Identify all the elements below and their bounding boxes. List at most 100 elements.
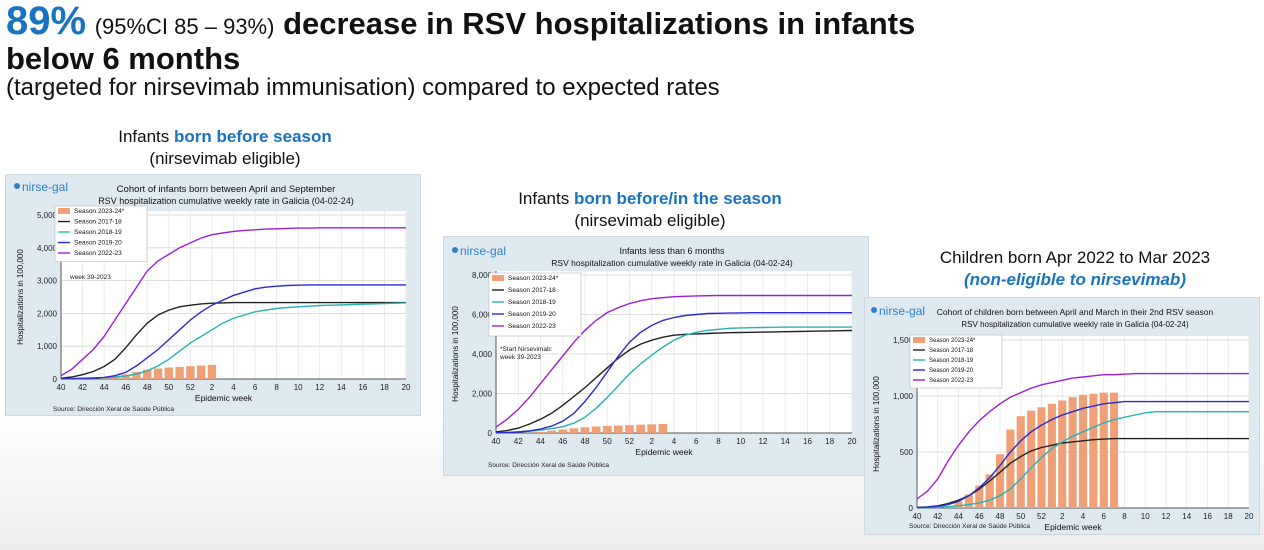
caption-2-pre: Infants — [518, 189, 574, 208]
chart-panel-1: nirse-gal Cohort of infants born between … — [5, 174, 421, 416]
x-tick-label: 46 — [975, 512, 984, 521]
y-tick-label: 500 — [900, 448, 914, 457]
line-season-2022-23 — [916, 372, 1249, 500]
nirse-gal-logo: nirse-gal — [871, 304, 925, 318]
legend-label: Season 2019-20 — [74, 240, 122, 247]
bar-season-2023-24 — [1016, 416, 1025, 508]
x-tick-label: 44 — [954, 512, 963, 521]
x-tick-label: 2 — [650, 437, 655, 446]
caption-chart-1: Infants born before season (nirsevimab e… — [60, 126, 390, 170]
legend-label: Season 2018-19 — [508, 299, 556, 306]
y-tick-label: 2,000 — [37, 309, 58, 318]
x-tick-label: 46 — [121, 383, 130, 392]
bar-season-2023-24 — [186, 366, 195, 379]
x-tick-label: 10 — [736, 437, 745, 446]
x-tick-label: 40 — [492, 437, 501, 446]
legend-label: Season 2022-23 — [74, 250, 122, 257]
bar-season-2023-24 — [995, 454, 1005, 508]
y-tick-label: 1,000 — [893, 392, 914, 401]
bar-season-2023-24 — [1078, 394, 1088, 508]
x-tick-label: 16 — [803, 437, 812, 446]
x-tick-label: 6 — [1102, 512, 1107, 521]
y-tick-label: 0 — [909, 504, 914, 513]
bar-season-2023-24 — [1089, 393, 1098, 508]
x-axis-label: Epidemic week — [195, 393, 253, 403]
chart-title: Cohort of children born between April an… — [937, 307, 1214, 317]
bar-season-2023-24 — [591, 426, 601, 433]
annotation-text: week 39-2023 — [499, 354, 541, 361]
bar-season-2023-24 — [1058, 400, 1067, 508]
x-tick-label: 2 — [210, 383, 215, 392]
bar-season-2023-24 — [658, 423, 668, 433]
legend-swatch — [492, 275, 504, 281]
headline-text: decrease in RSV hospitalizations in infa… — [283, 6, 916, 41]
y-tick-label: 8,000 — [472, 271, 493, 280]
line-season-2017-18 — [495, 329, 853, 433]
x-tick-label: 8 — [274, 383, 279, 392]
x-tick-label: 52 — [625, 437, 634, 446]
x-tick-label: 20 — [848, 437, 857, 446]
line-season-2019-20 — [495, 311, 852, 434]
x-tick-label: 4 — [231, 383, 236, 392]
bar-season-2023-24 — [964, 494, 973, 508]
x-tick-label: 16 — [358, 383, 367, 392]
x-tick-label: 46 — [558, 437, 567, 446]
line-season-2017-18 — [60, 301, 406, 379]
x-tick-label: 40 — [913, 512, 922, 521]
x-axis-label: Epidemic week — [1044, 522, 1102, 532]
bar-season-2023-24 — [569, 428, 579, 433]
y-tick-label: 4,000 — [37, 244, 58, 253]
x-tick-label: 18 — [825, 437, 834, 446]
line-season-2019-20 — [916, 400, 1249, 509]
x-tick-label: 50 — [164, 383, 173, 392]
headline-ci: (95%CI 85 – 93%) — [94, 14, 275, 39]
bar-season-2023-24 — [647, 424, 657, 433]
legend-box — [54, 205, 148, 262]
logo-text: nirse-gal — [879, 304, 925, 318]
bar-season-2023-24 — [636, 424, 645, 433]
bar-season-2023-24 — [1099, 392, 1108, 508]
x-tick-label: 50 — [1016, 512, 1025, 521]
bar-season-2023-24 — [547, 430, 556, 433]
legend-swatch — [913, 337, 925, 343]
chart-subtitle: RSV hospitalization cumulative weekly ra… — [961, 320, 1189, 329]
line-season-2018-19 — [60, 302, 407, 380]
x-tick-label: 18 — [1224, 512, 1233, 521]
y-tick-label: 6,000 — [472, 311, 493, 320]
bar-season-2023-24 — [1047, 403, 1056, 508]
bar-season-2023-24 — [175, 366, 184, 379]
chart-subtitle: RSV hospitalization cumulative weekly ra… — [551, 258, 793, 268]
x-tick-label: 52 — [1037, 512, 1046, 521]
bar-season-2023-24 — [625, 425, 634, 433]
bar-season-2023-24 — [1110, 392, 1119, 508]
source-text: Source: Dirección Xeral de Saúde Pública — [488, 462, 609, 469]
logo-text: nirse-gal — [22, 180, 68, 194]
legend-label: Season 2022-23 — [508, 323, 556, 330]
x-tick-label: 6 — [694, 437, 699, 446]
headline-line-2: below 6 months — [6, 41, 241, 76]
bar-season-2023-24 — [536, 431, 545, 433]
headline-line-1: 89% (95%CI 85 – 93%) decrease in RSV hos… — [6, 1, 1256, 44]
bar-season-2023-24 — [602, 425, 612, 433]
y-tick-label: 4,000 — [472, 350, 493, 359]
x-tick-label: 50 — [603, 437, 612, 446]
y-tick-label: 3,000 — [37, 277, 58, 286]
bar-season-2023-24 — [1068, 397, 1077, 508]
bar-season-2023-24 — [164, 367, 174, 379]
x-tick-label: 12 — [1162, 512, 1171, 521]
caption-3-line2: (non-eligible to nirsevimab) — [964, 270, 1186, 289]
line-season-2022-23 — [495, 294, 852, 428]
bar-season-2023-24 — [558, 429, 568, 433]
x-tick-label: 12 — [315, 383, 324, 392]
chart-3: nirse-gal Cohort of children born between… — [871, 304, 1254, 532]
bar-season-2023-24 — [954, 501, 963, 508]
headline-line-3: (targeted for nirsevimab immunisation) c… — [6, 74, 720, 101]
chart-title: Infants less than 6 months — [619, 246, 725, 256]
legend-label: Season 2023-24* — [74, 208, 125, 215]
x-tick-label: 18 — [380, 383, 389, 392]
bar-season-2023-24 — [985, 474, 994, 508]
legend-label: Season 2022-23 — [929, 378, 974, 384]
y-axis-label: Hospitalizations in 100,000 — [872, 376, 881, 472]
x-tick-label: 42 — [514, 437, 523, 446]
x-tick-label: 6 — [253, 383, 258, 392]
